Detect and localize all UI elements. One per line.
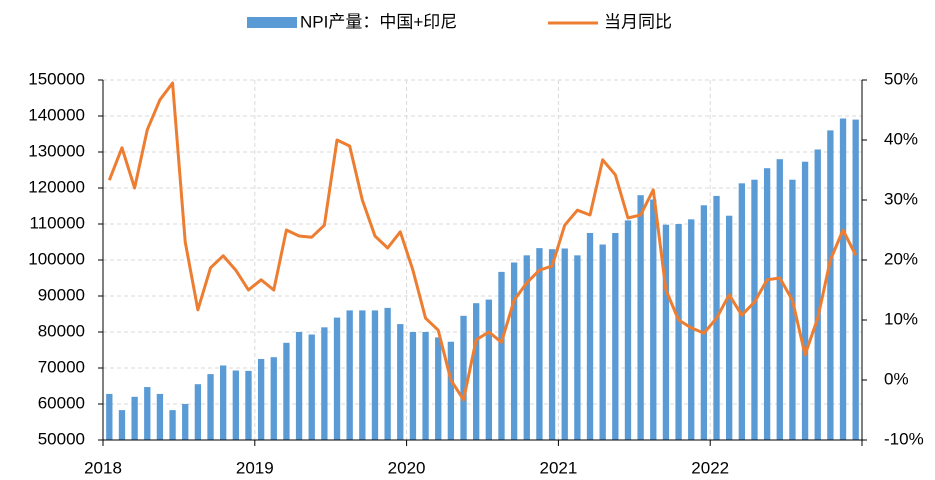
bar xyxy=(789,179,796,440)
bar xyxy=(637,195,644,440)
bar xyxy=(106,393,113,440)
bar xyxy=(371,310,379,440)
y2-tick-label: 40% xyxy=(884,129,918,148)
bar xyxy=(422,332,429,440)
bar xyxy=(738,183,745,440)
y-tick-label: 130000 xyxy=(28,141,85,160)
bar xyxy=(726,215,733,440)
y-tick-label: 110000 xyxy=(30,213,85,232)
bar xyxy=(118,410,126,440)
bar xyxy=(688,219,695,440)
x-tick-label: 2018 xyxy=(84,458,122,477)
y-tick-label: 60000 xyxy=(38,393,85,412)
bar xyxy=(599,244,606,440)
bar xyxy=(548,249,556,440)
bar xyxy=(169,410,176,440)
bar xyxy=(283,342,290,440)
x-tick-label: 2020 xyxy=(388,458,426,477)
y2-tick-label: 30% xyxy=(884,189,918,208)
x-tick-label: 2022 xyxy=(691,458,729,477)
bar xyxy=(245,370,252,440)
bar xyxy=(270,357,277,440)
bar xyxy=(586,233,594,440)
bar xyxy=(359,310,366,440)
bar xyxy=(321,327,328,440)
bar xyxy=(257,359,265,440)
bar xyxy=(612,233,619,440)
y2-tick-label: -10% xyxy=(884,429,924,448)
bar xyxy=(624,220,632,440)
line xyxy=(107,81,858,402)
bar xyxy=(662,224,670,440)
bar xyxy=(194,384,202,440)
y-tick-label: 50000 xyxy=(38,429,85,448)
legend-swatch-bar xyxy=(247,17,297,28)
y2-tick-label: 20% xyxy=(884,249,918,268)
bar xyxy=(827,130,834,440)
bar xyxy=(333,317,341,440)
x-tick-label: 2019 xyxy=(236,458,274,477)
bar xyxy=(763,168,771,440)
bar xyxy=(536,248,543,440)
bar xyxy=(232,370,239,440)
bar xyxy=(650,199,657,440)
y-tick-label: 120000 xyxy=(28,177,85,196)
bar xyxy=(308,334,315,440)
bar xyxy=(510,262,518,440)
y2-tick-label: 0% xyxy=(884,369,909,388)
y-tick-label: 100000 xyxy=(28,249,85,268)
y2-tick-label: 50% xyxy=(884,69,918,88)
bar xyxy=(839,118,847,441)
bar xyxy=(814,149,821,441)
bar xyxy=(131,396,138,440)
bar xyxy=(485,299,492,440)
bar xyxy=(409,332,417,440)
bar xyxy=(207,374,214,440)
bar xyxy=(498,271,505,440)
bar xyxy=(220,365,227,440)
bar xyxy=(447,341,455,440)
bar xyxy=(182,404,189,440)
bar xyxy=(384,307,391,440)
bar xyxy=(435,337,442,440)
y-tick-label: 80000 xyxy=(38,321,85,340)
y-tick-label: 70000 xyxy=(38,357,85,376)
bar xyxy=(801,161,809,440)
y-tick-label: 140000 xyxy=(28,105,85,124)
bar xyxy=(561,248,568,440)
bar xyxy=(460,315,467,440)
bar xyxy=(776,159,783,440)
bar xyxy=(156,393,164,440)
y2-tick-label: 10% xyxy=(884,309,918,328)
x-tick-label: 2021 xyxy=(539,458,577,477)
bar xyxy=(144,387,151,440)
y-tick-label: 90000 xyxy=(38,285,85,304)
legend-label: NPI产量：中国+印尼 xyxy=(300,12,457,31)
bar xyxy=(473,303,480,440)
bar xyxy=(574,255,581,440)
bar xyxy=(295,332,303,440)
bar xyxy=(852,119,859,440)
bar xyxy=(397,324,404,440)
bar xyxy=(523,255,530,440)
legend-label: 当月同比 xyxy=(604,12,672,31)
bar xyxy=(346,310,353,440)
bar xyxy=(675,224,682,440)
bar xyxy=(751,179,758,440)
bar xyxy=(700,205,708,440)
y-tick-label: 150000 xyxy=(28,69,85,88)
